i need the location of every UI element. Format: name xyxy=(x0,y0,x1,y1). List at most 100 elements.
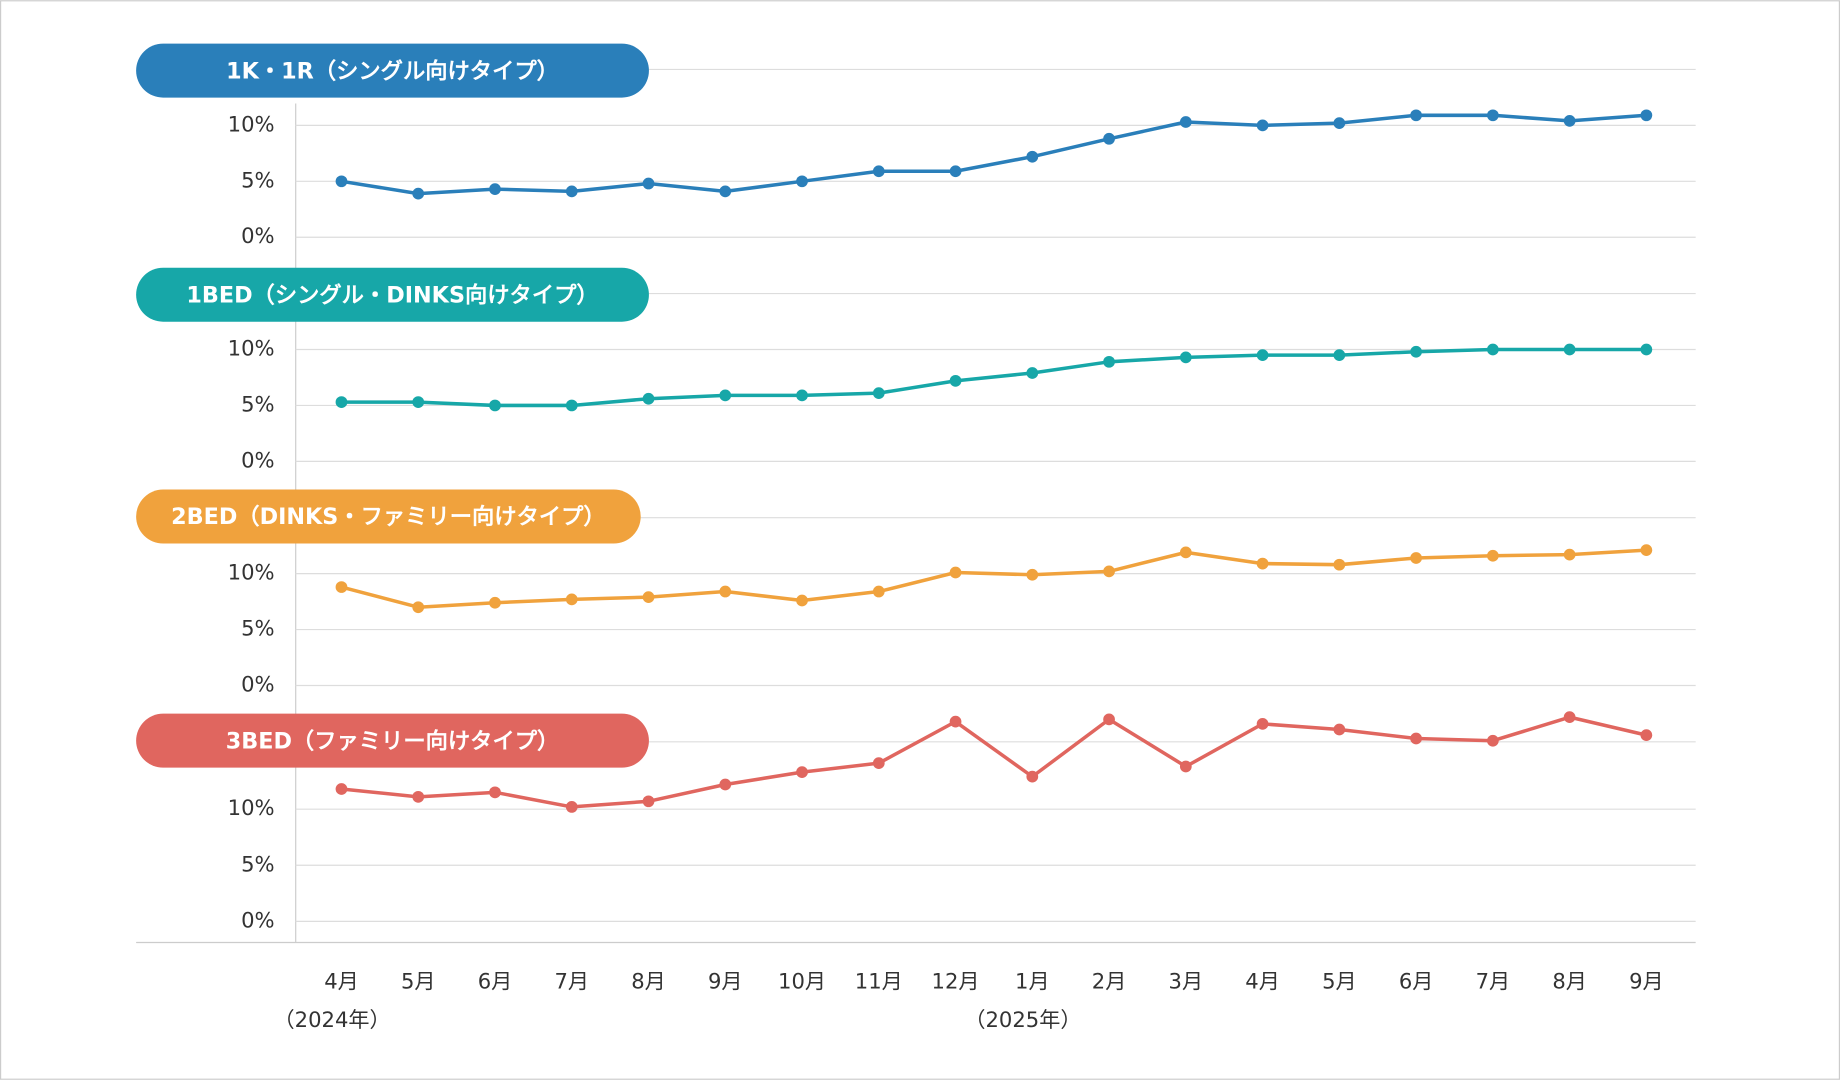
x-tick-label: 9月 xyxy=(708,968,743,993)
data-point xyxy=(1486,734,1499,747)
data-point xyxy=(1026,770,1039,783)
data-point xyxy=(412,187,425,200)
data-point xyxy=(1256,718,1269,730)
data-point xyxy=(335,175,348,188)
series-line xyxy=(341,548,1647,609)
data-point xyxy=(796,594,808,607)
panel-title-pill xyxy=(136,713,649,768)
y-tick-label: 5% xyxy=(241,167,274,192)
data-point xyxy=(1333,558,1346,571)
data-point xyxy=(1256,349,1269,361)
data-point xyxy=(642,392,655,405)
data-point xyxy=(796,175,808,188)
x-tick-label: 11月 xyxy=(855,968,903,993)
panel-title: 1K・1R（シングル向けタイプ） xyxy=(226,57,559,84)
data-point xyxy=(412,396,425,408)
data-point xyxy=(1563,343,1576,356)
data-point xyxy=(642,795,655,808)
panel-title: 2BED（DINKS・ファミリー向けタイプ） xyxy=(171,503,606,530)
data-point xyxy=(1256,557,1269,570)
x-tick-label: 8月 xyxy=(631,968,666,993)
data-point xyxy=(1333,349,1346,361)
y-tick-label: 5% xyxy=(241,851,274,876)
data-point xyxy=(1410,732,1422,745)
data-point xyxy=(565,593,578,606)
x-tick-label: 12月 xyxy=(932,968,980,993)
data-point xyxy=(1486,549,1499,562)
data-point xyxy=(949,715,962,728)
data-point xyxy=(949,374,962,387)
data-point xyxy=(1640,544,1653,557)
data-point xyxy=(489,786,501,799)
x-tick-label: 1月 xyxy=(1015,968,1050,993)
data-point xyxy=(1640,729,1653,741)
data-point xyxy=(489,596,501,609)
data-point xyxy=(335,783,348,795)
data-point xyxy=(1103,355,1115,368)
data-point xyxy=(1026,367,1039,379)
data-point xyxy=(1179,760,1192,773)
x-tick-label: 8月 xyxy=(1552,968,1587,993)
panel-title-pill xyxy=(136,267,649,322)
data-point xyxy=(1486,109,1499,122)
y-tick-label: 10% xyxy=(228,111,275,136)
data-point xyxy=(489,399,501,412)
data-point xyxy=(412,790,425,803)
data-point xyxy=(1486,343,1499,356)
panel-title-pill xyxy=(136,43,649,98)
y-tick-label: 10% xyxy=(228,795,275,820)
y-tick-label: 0% xyxy=(241,447,274,472)
panel-title-pill xyxy=(136,489,641,544)
data-point xyxy=(949,165,962,178)
data-point xyxy=(335,396,348,408)
data-point xyxy=(872,165,885,178)
x-tick-label: 7月 xyxy=(1476,968,1511,993)
data-point xyxy=(1103,565,1115,578)
data-point xyxy=(642,591,655,603)
data-point xyxy=(796,389,808,402)
data-point xyxy=(565,399,578,412)
series-line xyxy=(341,715,1647,809)
data-point xyxy=(1640,343,1653,356)
data-point xyxy=(719,389,732,402)
data-point xyxy=(1256,119,1269,132)
y-tick-label: 5% xyxy=(241,616,274,641)
data-point xyxy=(719,585,732,598)
data-point xyxy=(642,177,655,190)
data-point xyxy=(489,183,501,196)
series-line xyxy=(341,347,1647,408)
x-tick-label: 5月 xyxy=(1322,968,1357,993)
data-point xyxy=(1103,132,1115,145)
data-point xyxy=(1179,546,1192,559)
x-tick-label: 7月 xyxy=(554,968,589,993)
data-point xyxy=(1640,109,1653,122)
data-point xyxy=(1563,115,1576,127)
y-tick-label: 10% xyxy=(228,560,275,585)
data-point xyxy=(335,581,348,593)
data-point xyxy=(719,185,732,198)
y-tick-label: 0% xyxy=(241,672,274,697)
data-point xyxy=(796,766,808,779)
x-tick-label: 4月 xyxy=(324,968,359,993)
y-tick-label: 5% xyxy=(241,391,274,416)
data-point xyxy=(1103,713,1115,726)
data-point xyxy=(1026,568,1039,581)
x-tick-label: 6月 xyxy=(1399,968,1434,993)
x-tick-label: 5月 xyxy=(401,968,436,993)
data-point xyxy=(949,566,962,579)
data-point xyxy=(1410,109,1422,122)
data-point xyxy=(565,185,578,198)
series-line xyxy=(341,113,1647,196)
x-tick-label: 3月 xyxy=(1169,968,1204,993)
data-point xyxy=(1333,723,1346,736)
data-point xyxy=(1026,150,1039,163)
panel-title: 1BED（シングル・DINKS向けタイプ） xyxy=(186,281,598,308)
data-point xyxy=(872,387,885,400)
x-tick-label: 10月 xyxy=(778,968,826,993)
data-point xyxy=(1179,351,1192,364)
data-point xyxy=(565,801,578,813)
panel-title: 3BED（ファミリー向けタイプ） xyxy=(226,727,560,754)
data-point xyxy=(1563,711,1576,724)
data-point xyxy=(412,601,425,614)
y-tick-label: 0% xyxy=(241,907,274,932)
